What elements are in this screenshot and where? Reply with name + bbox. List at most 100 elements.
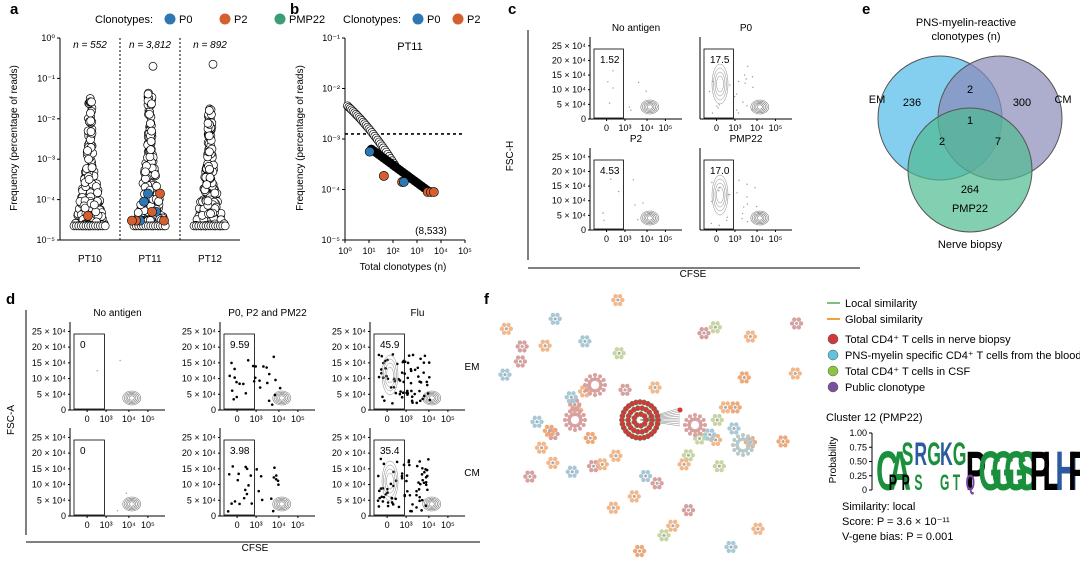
network-node: [499, 326, 505, 331]
y-tick-label: 0.25: [849, 471, 867, 481]
network-node: [586, 463, 592, 469]
network-node: [550, 320, 556, 325]
network-node: [688, 456, 693, 462]
network-node: [589, 460, 594, 465]
network-node: [747, 443, 751, 447]
event-dot: [425, 380, 429, 384]
network-node: [578, 409, 582, 414]
row-label: EM: [465, 362, 480, 373]
gate-percent: 3.98: [230, 446, 250, 457]
network-node: [783, 443, 788, 448]
event-dot: [708, 90, 711, 93]
logo-letter: G: [927, 438, 941, 473]
event-dot: [419, 482, 422, 486]
event-dot: [238, 382, 241, 385]
contour-line: [714, 71, 726, 97]
x-tick-label: 0: [604, 234, 609, 244]
legend-label: Total CD4⁺ T cells in CSF: [845, 366, 970, 378]
logo-stat: Similarity: local: [842, 501, 915, 513]
network-node: [753, 522, 758, 528]
sequence-logo-f: Cluster 12 (PMP22) Probability 0 0.25 0.50 0.…: [826, 412, 1080, 543]
network-node-center: [756, 527, 760, 531]
event-dot: [420, 509, 423, 512]
y-tick-label: 5 × 10⁴: [187, 389, 216, 399]
contour-line: [753, 213, 766, 223]
network-node: [746, 440, 751, 444]
network-node: [710, 328, 716, 334]
y-tick-label: 0: [61, 511, 66, 521]
event-dot: [746, 220, 749, 223]
contour-line: [274, 497, 290, 511]
y-tick-label: 10⁻²: [37, 114, 55, 124]
event-dot: [407, 354, 411, 357]
network-node: [688, 504, 693, 509]
y-axis-label-a: Frequency (percentage of reads): [9, 65, 20, 211]
network-node: [629, 490, 635, 495]
event-dot: [410, 395, 414, 399]
event-dot: [231, 465, 235, 468]
cluster12-node: [654, 413, 661, 419]
event-dot: [402, 380, 405, 384]
network-node: [515, 363, 521, 368]
network-node: [683, 511, 689, 517]
network-node: [540, 347, 546, 352]
event-dot: [738, 179, 740, 182]
network-node: [737, 405, 742, 410]
event-dot: [405, 474, 409, 477]
legend-dot: [827, 365, 839, 377]
network-node: [537, 441, 542, 446]
network-node: [617, 301, 623, 307]
network-node: [698, 414, 702, 419]
network-node: [513, 359, 519, 364]
logo-stat: Score: P = 3.6 × 10⁻¹¹: [842, 516, 950, 528]
network-node: [515, 344, 520, 349]
network-node: [701, 436, 707, 441]
panel-label-a: a: [10, 1, 19, 18]
x-tick-label: 10⁴: [640, 123, 654, 133]
network-node: [645, 469, 651, 475]
network-node: [645, 477, 651, 483]
event-dot: [610, 178, 612, 180]
network-node: [564, 423, 569, 427]
network-node: [712, 421, 718, 427]
network-node-center: [570, 470, 574, 474]
event-dot: [401, 391, 405, 395]
flow-plot: 0 5 × 10⁴ 10 × 10⁴ 15 × 10⁴ 20 × 10⁴ 25 × 10⁴…: [332, 428, 465, 530]
clonotype-dot: [146, 119, 155, 128]
event-dot: [415, 489, 418, 493]
event-dot: [237, 472, 240, 476]
event-dot: [271, 509, 275, 513]
network-node: [785, 439, 790, 444]
network-node: [574, 469, 579, 474]
logo-letter-lower: Q: [966, 470, 976, 495]
event-dot: [426, 488, 429, 492]
venn-region-count: 2: [967, 84, 973, 96]
network-node: [583, 418, 587, 422]
network-node: [715, 321, 720, 326]
network-node: [735, 401, 740, 406]
network-node: [735, 443, 739, 447]
x-tick-label: 10³: [618, 123, 631, 133]
contour-line: [642, 100, 658, 114]
network-node: [687, 426, 692, 430]
event-dot: [422, 481, 426, 485]
contour-line: [125, 393, 138, 403]
network-node: [604, 462, 609, 467]
network-node: [798, 321, 804, 326]
event-dot: [399, 390, 402, 393]
logo-letter: R: [914, 438, 927, 473]
network-node: [617, 293, 623, 299]
network-node: [557, 316, 562, 322]
network-node: [744, 379, 749, 384]
network-node: [635, 552, 640, 558]
network-node: [507, 372, 512, 377]
event-dot: [422, 371, 425, 374]
legend-swatch-p0: [412, 13, 424, 25]
event-dot: [645, 90, 647, 92]
network-node: [613, 301, 618, 307]
event-dot: [270, 403, 274, 406]
event-dot: [381, 395, 384, 399]
event-dot: [398, 392, 402, 396]
network-node-center: [638, 549, 642, 553]
network-node: [731, 443, 735, 447]
